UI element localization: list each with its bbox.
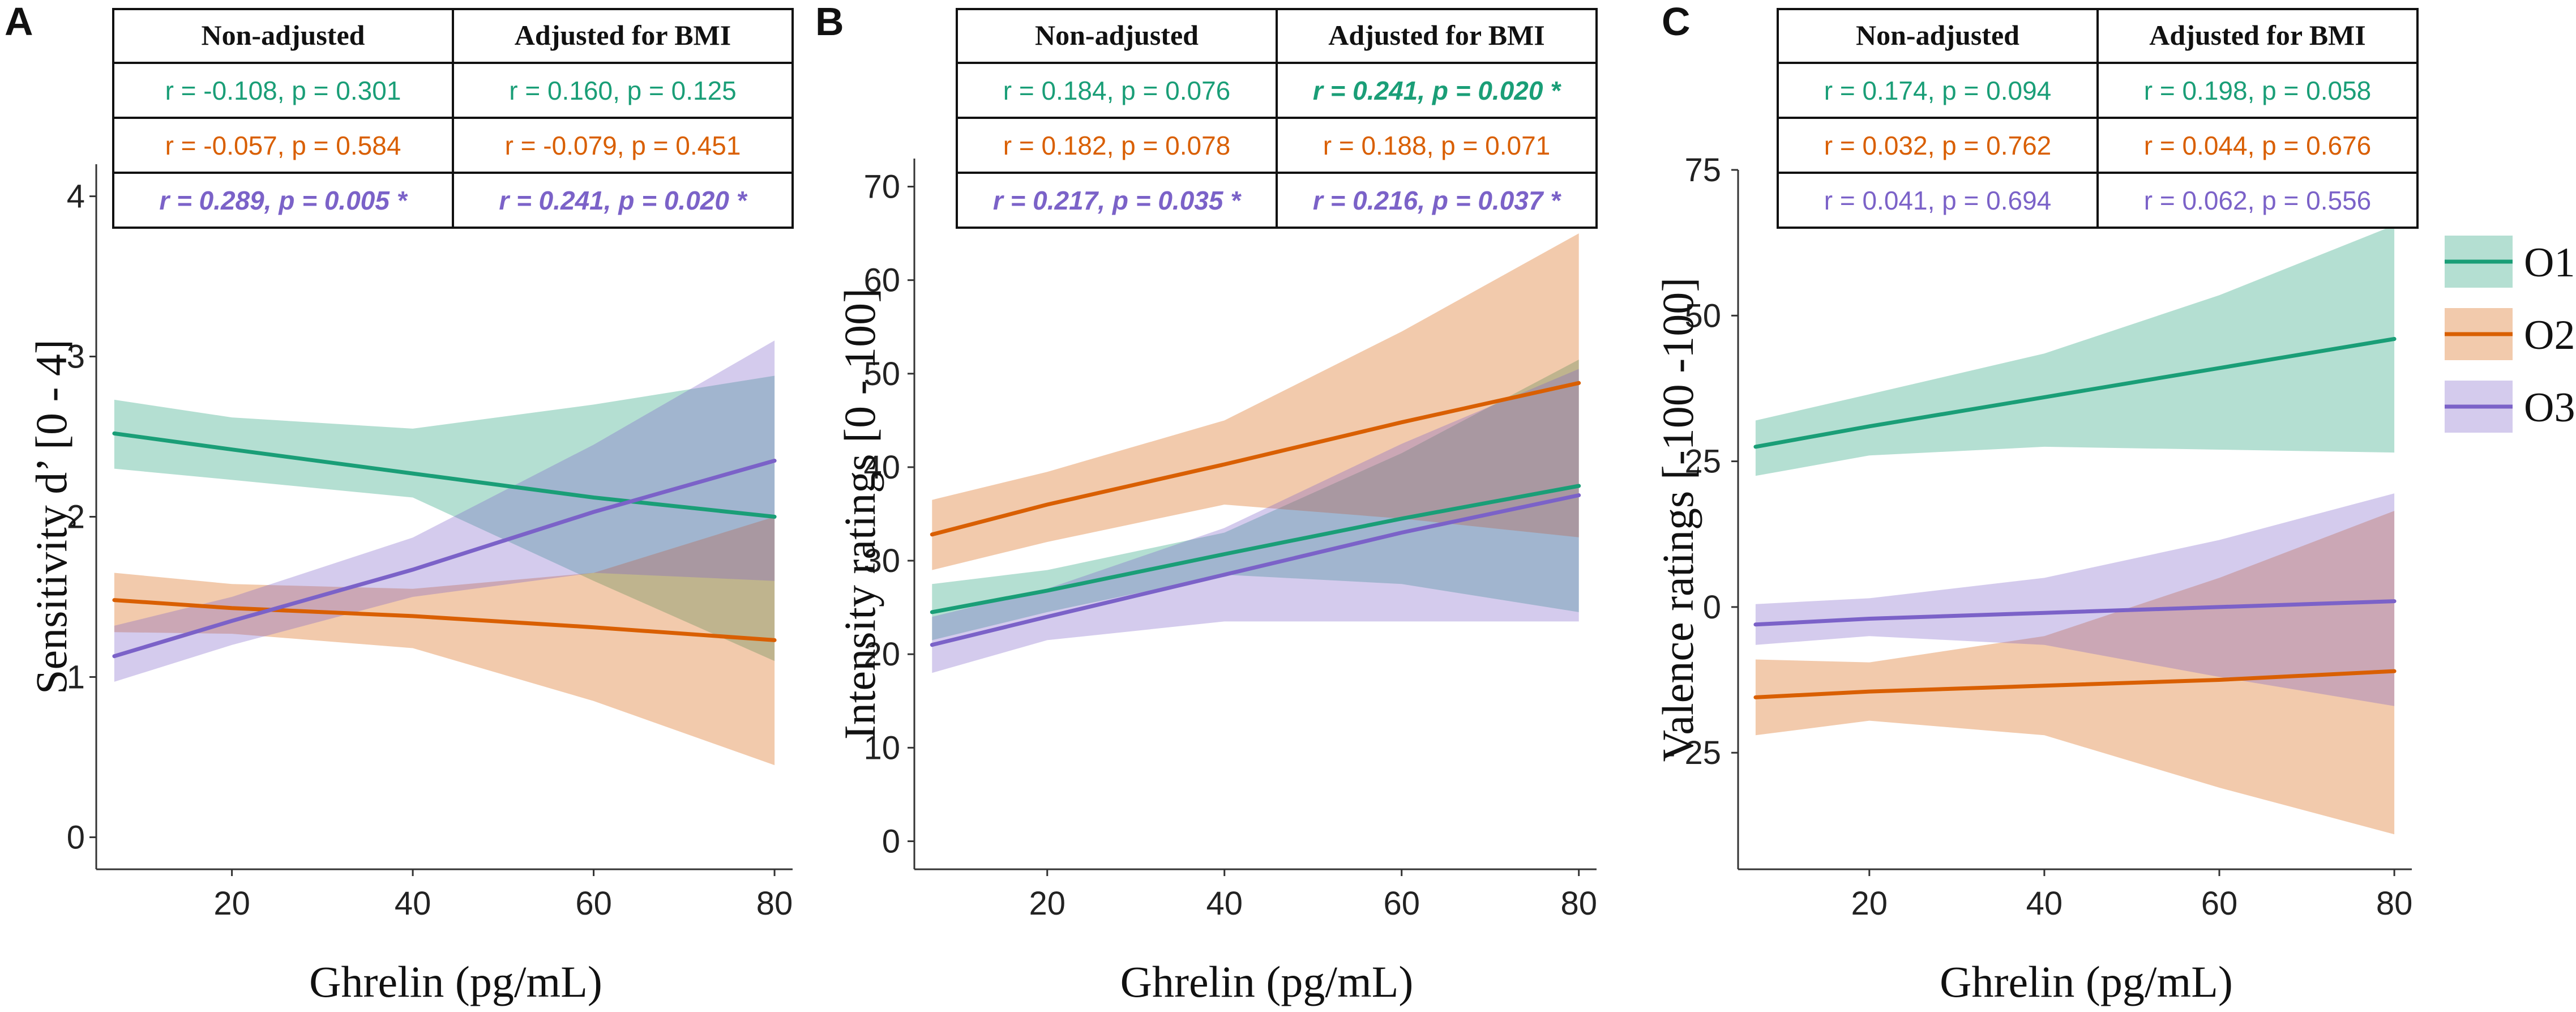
x-tick-label: 80 bbox=[756, 885, 793, 922]
ci-band-o3 bbox=[114, 340, 775, 682]
x-axis-label: Ghrelin (pg/mL) bbox=[309, 957, 602, 1006]
y-tick-label: 0 bbox=[882, 823, 900, 860]
table-cell: r = 0.216, p = 0.037 * bbox=[1313, 186, 1561, 215]
fit-line-o3 bbox=[112, 459, 777, 659]
table-header: Non-adjusted bbox=[1035, 19, 1199, 51]
y-tick-label: 75 bbox=[1684, 152, 1721, 189]
fit-line-o1 bbox=[1753, 337, 2397, 449]
panel-C: C - 25 0 25 50 75 20 40 60 80 Ghrelin (pg/mL) Valen… bbox=[1653, 0, 2419, 1006]
y-tick-label: 50 bbox=[1684, 297, 1721, 334]
y-tick-label: 1 bbox=[67, 659, 85, 695]
fit-line-o2 bbox=[930, 381, 1581, 537]
y-axis-label: Valence ratings [-100 -100] bbox=[1653, 277, 1702, 762]
fit-line-o1 bbox=[112, 431, 777, 519]
legend-label: O2 bbox=[2524, 312, 2575, 358]
table-header: Adjusted for BMI bbox=[515, 19, 731, 51]
table-header: Non-adjusted bbox=[1856, 19, 2019, 51]
legend-label: O3 bbox=[2524, 385, 2575, 431]
table-cell: r = 0.184, p = 0.076 bbox=[1003, 76, 1231, 105]
y-tick-label: 4 bbox=[67, 178, 85, 215]
fit-line-o1 bbox=[930, 484, 1581, 614]
fit-line-o3 bbox=[930, 493, 1581, 647]
x-tick-label: 60 bbox=[575, 885, 612, 922]
y-tick-label: 10 bbox=[863, 729, 900, 766]
y-tick-label: 0 bbox=[67, 819, 85, 856]
panel-letter: B bbox=[815, 0, 844, 44]
table-header: Non-adjusted bbox=[202, 19, 365, 51]
ci-band-o2 bbox=[114, 516, 775, 766]
x-tick-label: 60 bbox=[1383, 885, 1420, 922]
ci-band-o1 bbox=[932, 360, 1579, 640]
x-tick-label: 80 bbox=[2376, 885, 2413, 922]
table-cell: r = 0.174, p = 0.094 bbox=[1824, 76, 2052, 105]
y-tick-label: 40 bbox=[863, 449, 900, 486]
y-tick-label: 2 bbox=[67, 499, 85, 536]
table-cell: r = 0.041, p = 0.694 bbox=[1824, 186, 2052, 215]
y-tick-label: 60 bbox=[863, 262, 900, 299]
x-tick-label: 40 bbox=[1206, 885, 1243, 922]
x-tick-label: 20 bbox=[1851, 885, 1888, 922]
x-tick-label: 80 bbox=[1560, 885, 1597, 922]
y-tick-label: 25 bbox=[1684, 443, 1721, 480]
panel-B: B 0 10 20 30 40 50 60 70 20 40 60 80 Ghrelin (pg/mL) I… bbox=[815, 0, 1598, 1006]
x-tick-label: 20 bbox=[213, 885, 250, 922]
y-axis-label: Intensity ratings [0 - 100] bbox=[835, 288, 884, 740]
x-tick-label: 40 bbox=[2026, 885, 2063, 922]
x-axis-label: Ghrelin (pg/mL) bbox=[1120, 957, 1414, 1006]
panel-letter: C bbox=[1662, 0, 1691, 44]
y-tick-label: - 25 bbox=[1664, 735, 1721, 771]
panel-letter: A bbox=[5, 0, 33, 44]
x-axis-label: Ghrelin (pg/mL) bbox=[1940, 957, 2233, 1006]
table-cell: r = 0.160, p = 0.125 bbox=[509, 76, 737, 105]
table-cell: r = 0.188, p = 0.071 bbox=[1323, 131, 1551, 160]
table-cell: r = 0.182, p = 0.078 bbox=[1003, 131, 1231, 160]
y-tick-label: 20 bbox=[863, 636, 900, 673]
ci-band-o3 bbox=[932, 369, 1579, 673]
y-tick-label: 0 bbox=[1703, 589, 1721, 626]
ci-band-o2 bbox=[932, 233, 1579, 570]
ci-band-o3 bbox=[1755, 493, 2395, 706]
table-cell: r = 0.032, p = 0.762 bbox=[1824, 131, 2052, 160]
legend: O1 O2 O3 bbox=[2445, 236, 2575, 433]
table-cell: r = 0.241, p = 0.020 * bbox=[1313, 76, 1561, 105]
y-tick-label: 70 bbox=[863, 169, 900, 206]
fit-line-o2 bbox=[1753, 669, 2397, 699]
stats-table: Non-adjusted Adjusted for BMI r = 0.184, p… bbox=[956, 8, 1598, 229]
stats-table: Non-adjusted Adjusted for BMI r = 0.174, p… bbox=[1777, 8, 2419, 229]
ci-band-o2 bbox=[1755, 511, 2395, 835]
table-cell: r = 0.062, p = 0.556 bbox=[2144, 186, 2372, 215]
table-cell: r = 0.217, p = 0.035 * bbox=[993, 186, 1242, 215]
y-tick-label: 30 bbox=[863, 543, 900, 579]
x-tick-label: 60 bbox=[2201, 885, 2238, 922]
fit-line-o2 bbox=[112, 598, 777, 642]
y-axis-label: Sensitivity d’ [0 - 4] bbox=[27, 339, 76, 694]
table-cell: r = 0.289, p = 0.005 * bbox=[159, 186, 408, 215]
y-tick-label: 50 bbox=[863, 356, 900, 392]
ci-band-o1 bbox=[114, 375, 775, 661]
x-tick-label: 40 bbox=[395, 885, 431, 922]
table-cell: r = 0.044, p = 0.676 bbox=[2144, 131, 2372, 160]
y-tick-label: 3 bbox=[67, 339, 85, 375]
ci-band-o1 bbox=[1755, 225, 2395, 476]
fit-line-o3 bbox=[1753, 599, 2397, 627]
x-tick-label: 20 bbox=[1029, 885, 1066, 922]
table-header: Adjusted for BMI bbox=[2149, 19, 2365, 51]
table-cell: r = -0.108, p = 0.301 bbox=[165, 76, 401, 105]
table-cell: r = -0.057, p = 0.584 bbox=[165, 131, 401, 160]
legend-label: O1 bbox=[2524, 240, 2575, 286]
table-header: Adjusted for BMI bbox=[1328, 19, 1544, 51]
table-cell: r = 0.241, p = 0.020 * bbox=[499, 186, 747, 215]
panel-A: A 0 1 2 3 4 20 40 60 80 Ghrelin (pg/mL) Sensitivity… bbox=[5, 0, 794, 1006]
table-cell: r = -0.079, p = 0.451 bbox=[505, 131, 741, 160]
table-cell: r = 0.198, p = 0.058 bbox=[2144, 76, 2372, 105]
stats-table: Non-adjusted Adjusted for BMI r = -0.108, … bbox=[112, 8, 794, 229]
